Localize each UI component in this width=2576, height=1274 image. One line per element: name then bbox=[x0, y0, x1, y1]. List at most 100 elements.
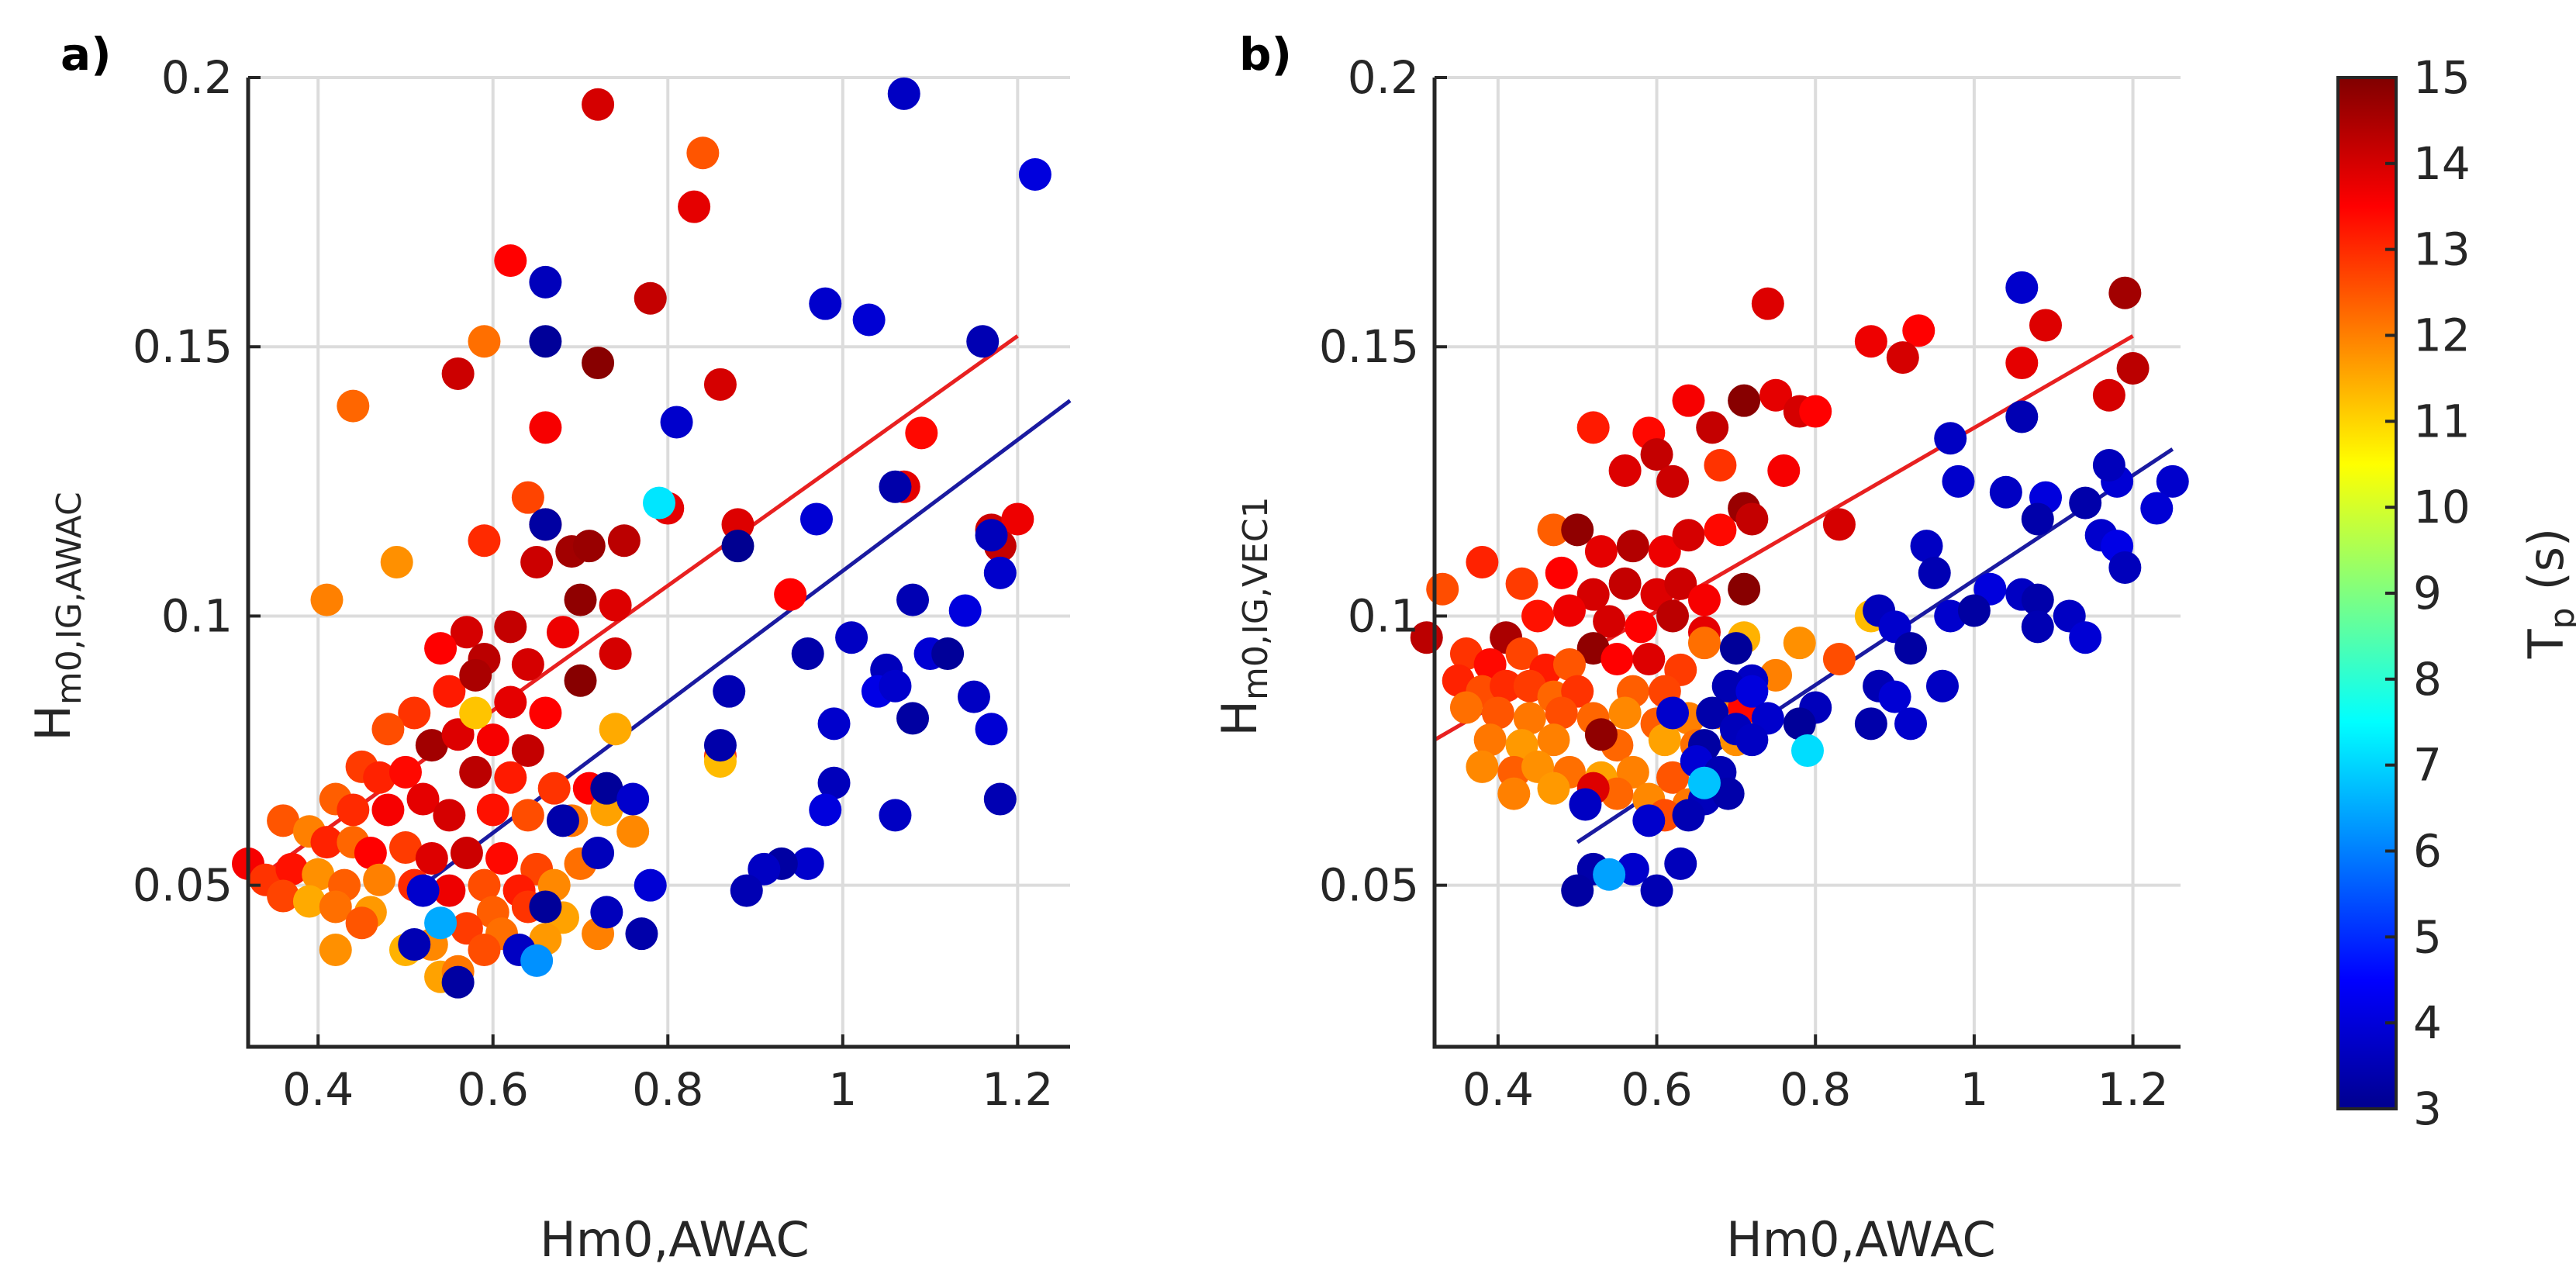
data-point bbox=[1608, 567, 1642, 600]
colorbar-tick-label: 6 bbox=[2413, 825, 2442, 878]
data-point bbox=[1018, 158, 1051, 191]
y-tick-label: 0.15 bbox=[1319, 320, 1419, 373]
data-point bbox=[520, 944, 554, 977]
data-point bbox=[319, 934, 352, 966]
data-point bbox=[1918, 556, 1951, 589]
data-point bbox=[1466, 750, 1499, 783]
data-point bbox=[791, 637, 824, 671]
data-point bbox=[835, 621, 868, 654]
data-point bbox=[2029, 309, 2063, 342]
data-point bbox=[415, 841, 448, 875]
data-point bbox=[1584, 718, 1618, 751]
data-point bbox=[1704, 449, 1737, 482]
data-point bbox=[511, 647, 544, 681]
data-point bbox=[494, 244, 527, 278]
data-point bbox=[896, 583, 930, 616]
data-point bbox=[2092, 378, 2125, 412]
data-point bbox=[494, 685, 527, 719]
data-point bbox=[441, 357, 475, 390]
data-point bbox=[450, 837, 483, 869]
data-point bbox=[1656, 696, 1690, 730]
data-point bbox=[345, 906, 378, 940]
data-point bbox=[634, 868, 667, 902]
data-point bbox=[1473, 723, 1507, 757]
data-point bbox=[2156, 464, 2189, 498]
colorbar-tick-label: 11 bbox=[2413, 395, 2471, 447]
data-point bbox=[275, 852, 309, 886]
data-point bbox=[2005, 347, 2039, 380]
data-point bbox=[511, 799, 544, 832]
data-point bbox=[1664, 847, 1697, 880]
data-point bbox=[1648, 723, 1681, 757]
data-point bbox=[511, 734, 544, 768]
data-point bbox=[450, 616, 483, 649]
panel-a-label: a) bbox=[60, 28, 112, 81]
data-point bbox=[1894, 707, 1928, 741]
data-point bbox=[2069, 486, 2102, 520]
data-point bbox=[371, 713, 405, 746]
data-point bbox=[1687, 766, 1721, 799]
data-point bbox=[1687, 627, 1721, 660]
data-point bbox=[966, 325, 1000, 358]
data-point bbox=[896, 702, 930, 735]
data-point bbox=[1957, 594, 1991, 627]
panel-b-label: b) bbox=[1239, 28, 1292, 81]
data-point bbox=[1569, 788, 1602, 821]
data-point bbox=[1545, 696, 1578, 730]
data-point bbox=[730, 874, 763, 907]
colorbar-label: Tp(s) bbox=[2518, 528, 2576, 660]
data-point bbox=[468, 524, 501, 558]
data-point bbox=[809, 793, 842, 827]
data-point bbox=[1925, 669, 1959, 703]
data-point bbox=[1640, 438, 1673, 471]
data-point bbox=[476, 723, 509, 757]
data-point bbox=[2005, 271, 2039, 304]
colorbar-tick-label: 4 bbox=[2413, 996, 2442, 1049]
data-point bbox=[1497, 777, 1531, 810]
data-point bbox=[441, 718, 475, 751]
data-point bbox=[582, 837, 615, 869]
data-point bbox=[468, 868, 501, 902]
data-point bbox=[371, 793, 405, 827]
data-point bbox=[1672, 384, 1705, 417]
data-point bbox=[459, 696, 492, 730]
data-point bbox=[774, 578, 807, 611]
data-point bbox=[1561, 874, 1594, 907]
panel-a-x-axis-label: Hm0,AWAC bbox=[540, 1211, 810, 1268]
x-tick-label: 0.6 bbox=[458, 1063, 529, 1116]
data-point bbox=[948, 594, 982, 627]
data-point bbox=[1728, 572, 1761, 606]
data-point bbox=[537, 772, 571, 805]
data-point bbox=[1001, 502, 1034, 536]
data-point bbox=[616, 815, 650, 848]
data-point bbox=[983, 782, 1017, 816]
data-point bbox=[511, 481, 544, 514]
data-point bbox=[599, 589, 632, 622]
data-point bbox=[2140, 492, 2174, 525]
data-point bbox=[433, 675, 466, 708]
data-point bbox=[1640, 874, 1673, 907]
data-point bbox=[1616, 530, 1649, 563]
data-point bbox=[424, 906, 458, 940]
data-point bbox=[459, 658, 492, 692]
data-point bbox=[468, 325, 501, 358]
data-point bbox=[1584, 535, 1618, 568]
data-point bbox=[2116, 352, 2150, 385]
data-point bbox=[1593, 605, 1626, 638]
data-point bbox=[1426, 572, 1459, 606]
data-point bbox=[2108, 276, 2142, 309]
data-point bbox=[1601, 643, 1634, 675]
y-tick-label: 0.1 bbox=[161, 589, 233, 642]
data-point bbox=[1505, 637, 1538, 671]
data-point bbox=[485, 841, 519, 875]
data-point bbox=[1791, 734, 1824, 768]
panel-a-y-axis-label: Hm0,IG,AWAC bbox=[25, 492, 89, 741]
data-point bbox=[529, 696, 562, 730]
data-point bbox=[476, 793, 509, 827]
data-point bbox=[1552, 647, 1586, 681]
data-point bbox=[529, 890, 562, 924]
data-point bbox=[1735, 723, 1769, 757]
data-point bbox=[1751, 287, 1784, 320]
data-point bbox=[852, 303, 886, 337]
data-point bbox=[1854, 325, 1887, 358]
